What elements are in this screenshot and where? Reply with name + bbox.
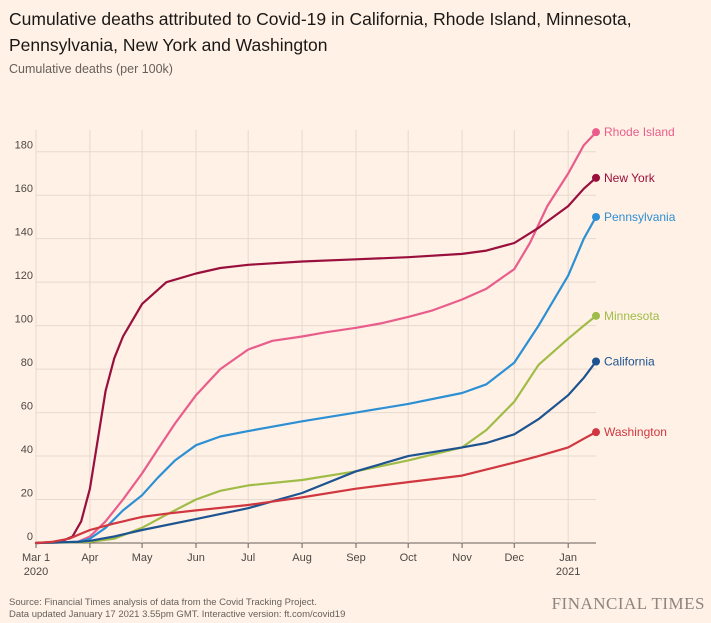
y-tick-label: 120	[15, 270, 33, 282]
series-label: Washington	[604, 425, 667, 439]
y-axis: 0 20 40 60 80 100 120 140 160 180	[15, 140, 33, 543]
series-label: California	[604, 354, 655, 368]
y-tick-label: 100	[15, 314, 33, 326]
series-end-dot	[592, 428, 600, 437]
series-line-new-york	[34, 176, 598, 545]
series-line-minnesota	[34, 314, 598, 545]
ft-logo: FINANCIAL TIMES	[551, 594, 705, 613]
x-tick-label: Sep	[346, 552, 366, 564]
y-tick-label: 60	[21, 401, 33, 413]
series-label: Pennsylvania	[604, 210, 676, 224]
x-tick-label: Mar 1	[22, 552, 50, 564]
series-end-dot	[592, 357, 600, 366]
y-tick-label: 0	[27, 531, 33, 543]
series-line-washington	[34, 431, 598, 545]
y-tick-label: 180	[15, 140, 33, 152]
series-end-dot	[592, 128, 600, 137]
x-tick-label: Oct	[400, 552, 417, 564]
series-line-pennsylvania	[34, 215, 598, 545]
source-note: Source: Financial Times analysis of data…	[9, 597, 345, 621]
y-tick-label: 20	[21, 488, 33, 500]
source-line-2: Data updated January 17 2021 3.55pm GMT.…	[9, 609, 346, 620]
series-labels: Rhode Island New York Pennsylvania Minnesot…	[592, 125, 676, 439]
source-line-1: Source: Financial Times analysis of data…	[9, 597, 317, 608]
x-tick-label: Dec	[504, 552, 524, 564]
x-tick-label: May	[132, 552, 153, 564]
x-tick-label: Jun	[187, 552, 205, 564]
y-axis-label: Cumulative deaths (per 100k)	[9, 62, 173, 76]
series-label: New York	[604, 171, 656, 185]
y-tick-label: 140	[15, 227, 33, 239]
series-end-dot	[592, 212, 600, 221]
series-label: Minnesota	[604, 309, 660, 323]
series-end-dot	[592, 311, 600, 320]
series-end-dot	[592, 173, 600, 182]
series-lines	[34, 131, 598, 545]
y-tick-label: 40	[21, 444, 33, 456]
y-tick-label: 160	[15, 183, 33, 195]
x-tick-sublabel: 2020	[24, 566, 48, 578]
x-tick-label: Jan	[559, 552, 577, 564]
x-tick-label: Jul	[241, 552, 255, 564]
series-label: Rhode Island	[604, 125, 675, 139]
chart-title: Cumulative deaths attributed to Covid-19…	[9, 9, 632, 55]
x-tick-label: Nov	[452, 552, 472, 564]
series-line-rhode-island	[34, 131, 598, 545]
gridlines	[35, 130, 596, 544]
y-tick-label: 80	[21, 357, 33, 369]
x-tick-sublabel: 2021	[556, 566, 580, 578]
x-tick-label: Aug	[292, 552, 312, 564]
x-tick-label: Apr	[81, 552, 98, 564]
x-axis: Mar 1 2020 Apr May Jun Jul Aug Sep Oct Nov Dec Jan 2…	[22, 543, 580, 578]
series-line-california	[34, 360, 598, 545]
